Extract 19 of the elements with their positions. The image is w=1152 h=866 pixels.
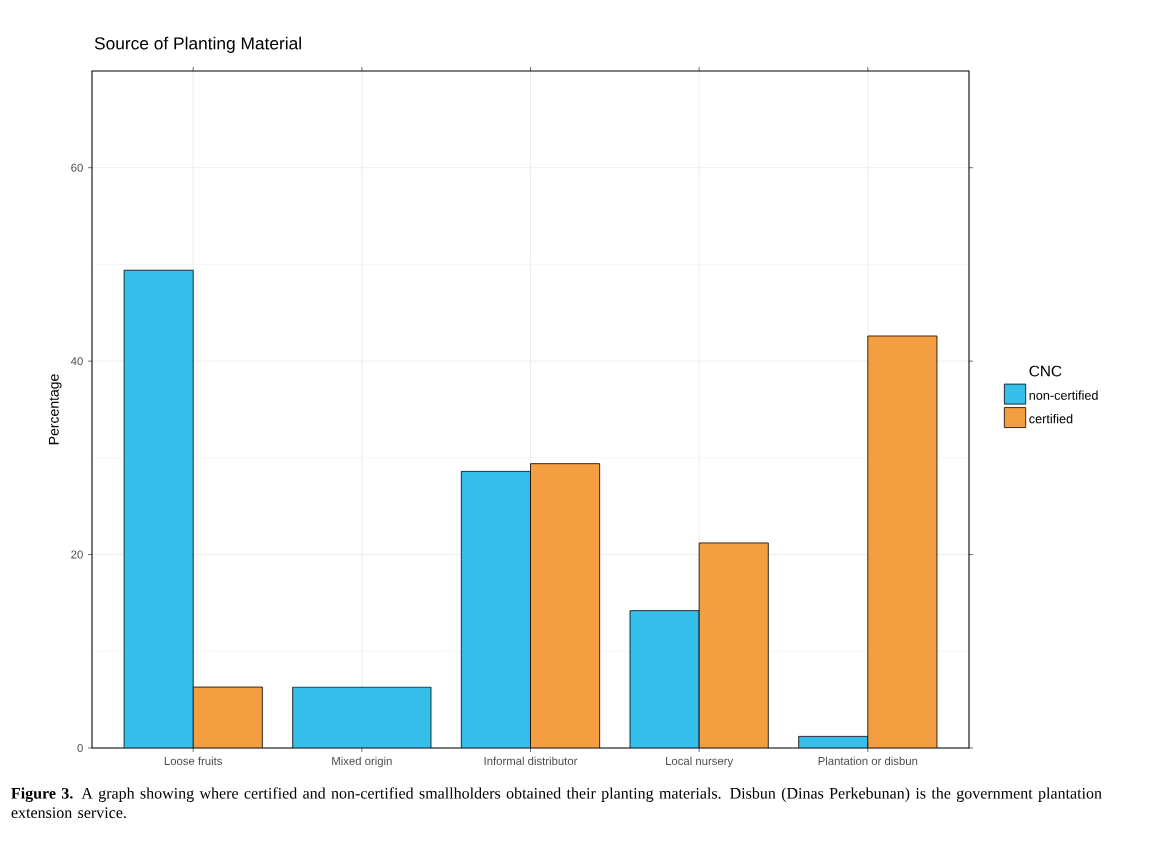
legend-title: CNC bbox=[1029, 365, 1062, 377]
y-tick-label: 20 bbox=[71, 550, 83, 559]
bar bbox=[530, 463, 601, 748]
bar bbox=[867, 335, 938, 748]
x-tick-label: Mixed origin bbox=[332, 756, 392, 768]
chart-title: Source of Planting Material bbox=[94, 36, 301, 53]
bar bbox=[698, 542, 769, 748]
x-tick-label: Local nursery bbox=[666, 756, 734, 768]
bar bbox=[192, 686, 263, 748]
x-tick-label: Informal distributor bbox=[484, 756, 578, 766]
text: Figure 3. A graph showing where certified and non-certified smallholders obtained their planting materials. Disbun (Dinas Perkebunan) is the government plantation extension service. bbox=[11, 787, 1102, 819]
legend-label: certified bbox=[1029, 413, 1073, 424]
x-tick-label: Loose fruits bbox=[164, 756, 223, 766]
y-axis-title: Percentage bbox=[49, 374, 62, 445]
legend-label: non-certified bbox=[1029, 390, 1098, 400]
x-tick-label: Plantation or disbun bbox=[818, 756, 918, 766]
y-tick-label: 0 bbox=[77, 743, 83, 752]
y-tick-label: 60 bbox=[71, 163, 83, 172]
y-tick-label: 40 bbox=[70, 357, 83, 366]
